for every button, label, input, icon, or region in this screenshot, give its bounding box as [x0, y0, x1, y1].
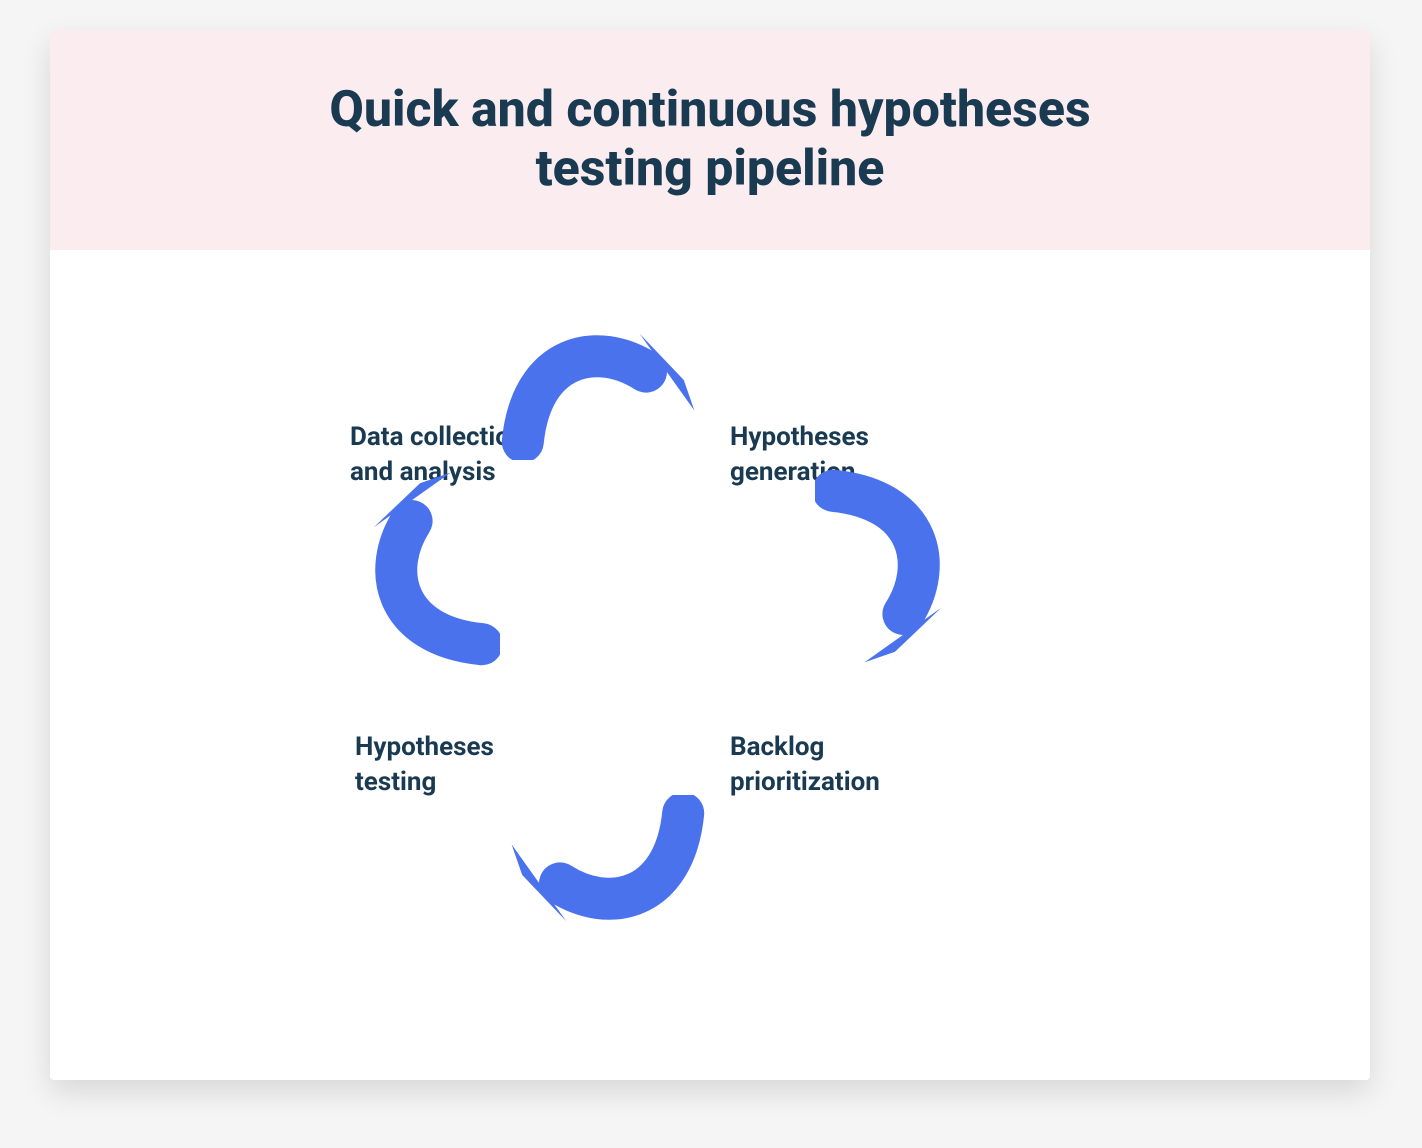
header: Quick and continuous hypothesestesting p… — [50, 30, 1370, 250]
cycle-diagram: Data collection and analysisHypotheses g… — [50, 250, 1370, 1080]
arrow-bottom-icon — [494, 795, 714, 925]
label-hypotheses-test: Hypotheses testing — [355, 730, 494, 800]
arrow-top-icon — [492, 330, 712, 460]
arrow-left-icon — [370, 455, 500, 675]
title: Quick and continuous hypothesestesting p… — [289, 81, 1130, 199]
card: Quick and continuous hypothesestesting p… — [50, 30, 1370, 1080]
label-backlog-priority: Backlog prioritization — [730, 730, 880, 800]
arrow-right-icon — [815, 460, 945, 680]
